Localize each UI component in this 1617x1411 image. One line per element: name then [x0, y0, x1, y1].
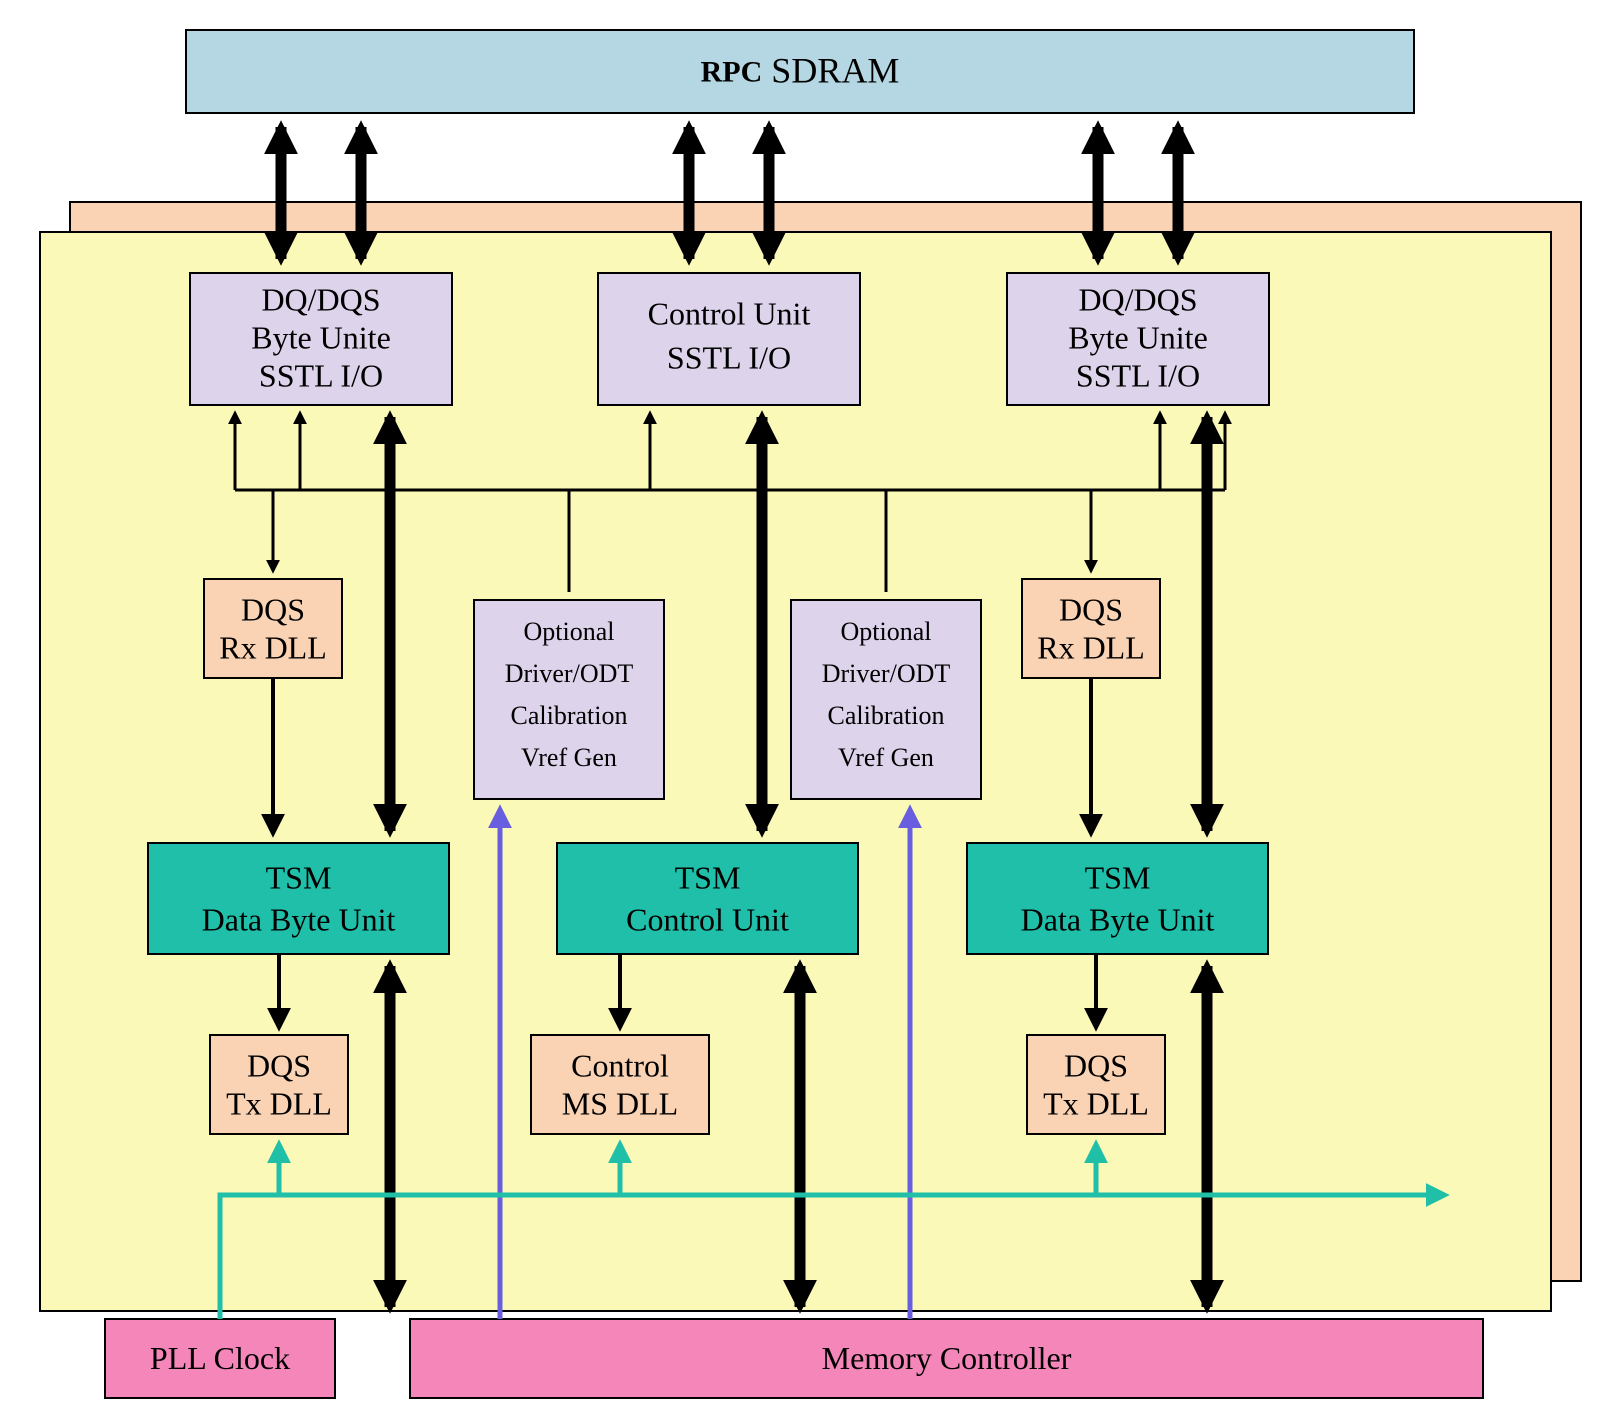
dq_right-l3: SSTL I/O — [1076, 357, 1200, 393]
rx_left-l1: DQS — [241, 591, 305, 627]
tsm_right-l1: TSM — [1085, 859, 1151, 895]
rx_right-l2: Rx DLL — [1037, 629, 1145, 665]
dq_left-l1: DQ/DQS — [261, 281, 380, 317]
memctl-l1: Memory Controller — [822, 1340, 1072, 1376]
opt_right-l3: Calibration — [828, 701, 945, 730]
opt_right-l2: Driver/ODT — [822, 659, 951, 688]
tsm_left-l1: TSM — [266, 859, 332, 895]
tsm_mid-l2: Control Unit — [626, 901, 789, 937]
ctrl_unit-l2: SSTL I/O — [667, 339, 791, 375]
tsm_left-l2: Data Byte Unit — [202, 901, 396, 937]
tsm_mid-l1: TSM — [675, 859, 741, 895]
rpc-sdram-label: RPC SDRAM — [701, 51, 900, 91]
pll-l1: PLL Clock — [150, 1340, 290, 1376]
txdll_left-l1: DQS — [247, 1047, 311, 1083]
opt_left-l4: Vref Gen — [521, 743, 617, 772]
txdll_left-l2: Tx DLL — [226, 1085, 332, 1121]
dq_left-l3: SSTL I/O — [259, 357, 383, 393]
opt_left-l2: Driver/ODT — [505, 659, 634, 688]
txdll_right-l2: Tx DLL — [1043, 1085, 1149, 1121]
opt_right-l1: Optional — [841, 617, 932, 646]
rx_left-l2: Rx DLL — [219, 629, 327, 665]
opt_right-l4: Vref Gen — [838, 743, 934, 772]
dq_right-l2: Byte Unite — [1068, 319, 1208, 355]
dq_right-l1: DQ/DQS — [1078, 281, 1197, 317]
ctrl_unit-l1: Control Unit — [648, 295, 811, 331]
txdll_right-l1: DQS — [1064, 1047, 1128, 1083]
opt_left-l1: Optional — [524, 617, 615, 646]
ctrl_ms-l1: Control — [571, 1047, 669, 1083]
rx_right-l1: DQS — [1059, 591, 1123, 627]
dq_left-l2: Byte Unite — [251, 319, 391, 355]
opt_left-l3: Calibration — [511, 701, 628, 730]
ctrl_ms-l2: MS DLL — [562, 1085, 678, 1121]
tsm_right-l2: Data Byte Unit — [1021, 901, 1215, 937]
